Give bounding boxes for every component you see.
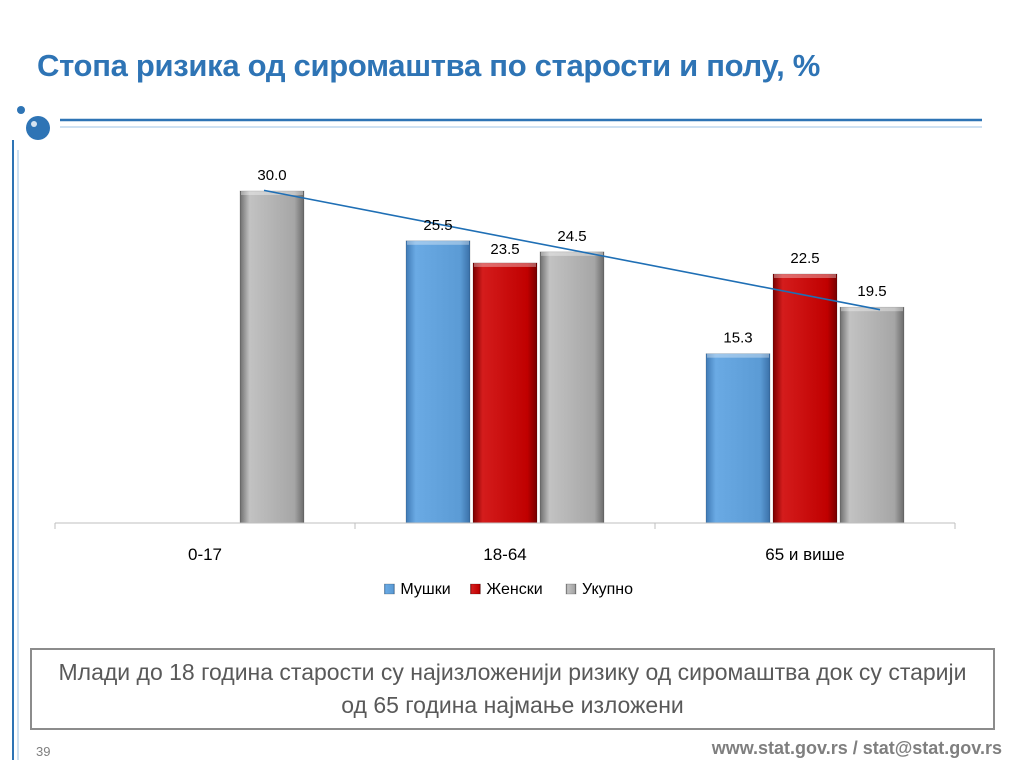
data-label-65-и-више-укупно: 19.5 xyxy=(857,283,886,300)
bar-bevel-18-64-мушки xyxy=(407,240,469,245)
legend-label-укупно: Укупно xyxy=(582,581,633,598)
bar-bevel-65-и-више-укупно xyxy=(841,307,903,312)
decor-dot-highlight xyxy=(31,121,37,127)
key-finding-callout: Млади до 18 година старости су најизложе… xyxy=(30,648,995,730)
data-label-18-64-укупно: 24.5 xyxy=(557,228,586,245)
page-number: 39 xyxy=(36,744,51,759)
legend: Мушки Женски Укупно xyxy=(384,581,633,598)
legend-label-женски: Женски xyxy=(486,581,542,598)
bar-bevel-0-17-укупно xyxy=(241,191,303,195)
bar-0-17-укупно xyxy=(239,190,305,524)
legend-swatch-женски xyxy=(470,583,481,595)
bar-group xyxy=(239,190,905,524)
callout-text: Млади до 18 година старости су најизложе… xyxy=(58,659,967,718)
bar-18-64-мушки xyxy=(405,240,471,524)
data-label-65-и-више-мушки: 15.3 xyxy=(723,330,752,347)
bar-18-64-женски xyxy=(472,262,538,524)
decor-dot-small xyxy=(17,106,25,114)
bar-bevel-65-и-више-мушки xyxy=(707,353,769,358)
category-label-18-64: 18-64 xyxy=(483,545,526,564)
category-label-0-17: 0-17 xyxy=(188,545,222,564)
bar-bevel-65-и-више-женски xyxy=(774,274,836,278)
slide-title: Стопа ризика од сиромаштва по старости и… xyxy=(37,48,821,83)
legend-swatch-укупно xyxy=(565,583,577,595)
bar-65-и-више-мушки xyxy=(705,353,771,524)
trendline-group xyxy=(263,189,881,311)
trendline-total xyxy=(263,189,881,311)
data-label-18-64-мушки: 25.5 xyxy=(423,217,452,234)
data-label-0-17-укупно: 30.0 xyxy=(257,167,286,184)
x-axis: 0-17 18-64 65 и више xyxy=(54,522,956,564)
footer-website-link[interactable]: www.stat.gov.rs / stat@stat.gov.rs xyxy=(711,738,1002,758)
legend-swatch-мушки xyxy=(384,583,395,595)
bar-bevel-18-64-укупно xyxy=(541,251,603,256)
bar-65-и-више-укупно xyxy=(839,306,905,524)
data-label-65-и-више-женски: 22.5 xyxy=(790,250,819,267)
bar-18-64-укупно xyxy=(539,251,605,524)
bar-bevel-18-64-женски xyxy=(474,262,536,267)
data-label-18-64-женски: 23.5 xyxy=(490,241,519,258)
data-label-group: 30.0 25.5 23.5 24.5 15.3 22.5 19.5 xyxy=(257,167,886,347)
poverty-rate-bar-chart: 0-17 18-64 65 и више 30.0 25.5 23.5 24.5 15.3 2… xyxy=(54,167,956,598)
bar-65-и-више-женски xyxy=(772,273,838,524)
category-label-65-и-више: 65 и више xyxy=(765,545,844,564)
legend-label-мушки: Мушки xyxy=(400,581,450,598)
